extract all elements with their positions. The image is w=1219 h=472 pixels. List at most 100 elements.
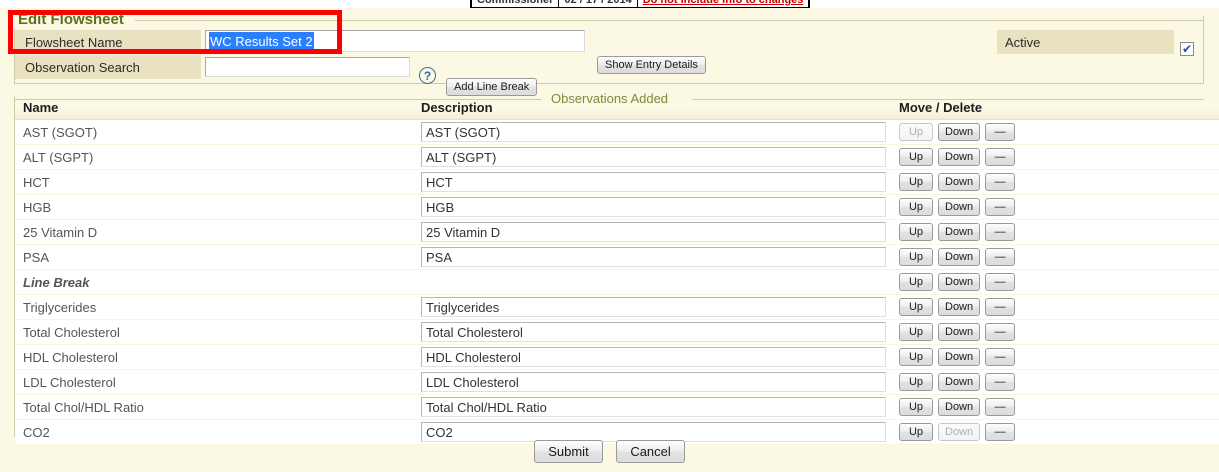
observation-description-input[interactable] bbox=[421, 372, 886, 392]
delete-row-button[interactable]: — bbox=[985, 323, 1016, 341]
delete-row-button[interactable]: — bbox=[985, 123, 1016, 141]
delete-row-button[interactable]: — bbox=[985, 198, 1016, 216]
delete-row-button[interactable]: — bbox=[985, 148, 1016, 166]
observation-description-cell bbox=[415, 119, 891, 145]
move-delete-controls: Up Down — bbox=[899, 223, 1219, 241]
column-header-name: Name bbox=[15, 96, 415, 120]
observation-search-input[interactable] bbox=[205, 57, 410, 77]
cutoff-header-item-0: Commissioner bbox=[472, 0, 560, 7]
table-row: AST (SGOT) Up Down— bbox=[15, 119, 1219, 145]
move-down-button[interactable]: Down bbox=[938, 398, 981, 416]
table-row: Total Chol/HDL Ratio Up Down— bbox=[15, 394, 1219, 420]
move-down-button[interactable]: Down bbox=[938, 248, 981, 266]
move-up-button[interactable]: Up bbox=[899, 198, 933, 216]
observation-name: Total Chol/HDL Ratio bbox=[15, 394, 415, 420]
delete-row-button[interactable]: — bbox=[985, 173, 1016, 191]
flowsheet-name-value: WC Results Set 2 bbox=[209, 32, 314, 52]
move-down-button[interactable]: Down bbox=[938, 123, 981, 141]
delete-row-button[interactable]: — bbox=[985, 223, 1016, 241]
active-checkbox[interactable]: ✔ bbox=[1180, 42, 1194, 56]
observation-name: CO2 bbox=[15, 419, 415, 445]
observation-description-input[interactable] bbox=[421, 147, 886, 167]
delete-row-button[interactable]: — bbox=[985, 248, 1016, 266]
table-row: ALT (SGPT) Up Down— bbox=[15, 144, 1219, 170]
move-up-button[interactable]: Up bbox=[899, 223, 933, 241]
move-up-button[interactable]: Up bbox=[899, 323, 933, 341]
observations-added-fieldset: Name Description Move / Delete AST (SGOT… bbox=[14, 96, 1219, 445]
delete-row-button[interactable]: — bbox=[985, 373, 1016, 391]
add-line-break-button[interactable]: Add Line Break bbox=[446, 78, 538, 96]
move-up-button[interactable]: Up bbox=[899, 423, 933, 441]
observation-description-cell bbox=[415, 194, 891, 220]
delete-row-button[interactable]: — bbox=[985, 398, 1016, 416]
cutoff-header-item-2: Do not include info to changes bbox=[642, 0, 804, 6]
move-delete-cell: Up Down — bbox=[891, 244, 1219, 270]
observation-description-cell bbox=[415, 394, 891, 420]
move-down-button[interactable]: Down bbox=[938, 173, 981, 191]
move-down-button[interactable]: Down bbox=[938, 198, 981, 216]
observation-description-input[interactable] bbox=[421, 347, 886, 367]
observation-description-input[interactable] bbox=[421, 122, 886, 142]
move-delete-controls: Up Down — bbox=[899, 273, 1219, 291]
move-delete-cell: Up Down — bbox=[891, 294, 1219, 320]
observation-name: ALT (SGPT) bbox=[15, 144, 415, 170]
move-up-button[interactable]: Up bbox=[899, 273, 933, 291]
observation-description-input[interactable] bbox=[421, 397, 886, 417]
delete-row-button[interactable]: — bbox=[985, 423, 1016, 441]
move-delete-cell: Up Down — bbox=[891, 169, 1219, 195]
move-down-button[interactable]: Down bbox=[938, 373, 981, 391]
move-delete-cell: Up Down — bbox=[891, 369, 1219, 395]
observation-description-input[interactable] bbox=[421, 297, 886, 317]
observation-name: AST (SGOT) bbox=[15, 119, 415, 145]
observation-name: HGB bbox=[15, 194, 415, 220]
move-down-button[interactable]: Down bbox=[938, 273, 981, 291]
move-down-button[interactable]: Down bbox=[938, 223, 981, 241]
move-delete-cell: Up Down — bbox=[891, 394, 1219, 420]
move-up-button[interactable]: Up bbox=[899, 398, 933, 416]
move-down-button: Down bbox=[938, 423, 981, 441]
fieldset-border-right bbox=[135, 20, 1204, 21]
move-delete-controls: Up Down — bbox=[899, 298, 1219, 316]
move-up-button[interactable]: Up bbox=[899, 248, 933, 266]
delete-row-button[interactable]: — bbox=[985, 298, 1016, 316]
observation-description-input[interactable] bbox=[421, 172, 886, 192]
observation-name: Line Break bbox=[15, 269, 415, 295]
table-row: 25 Vitamin D Up Down— bbox=[15, 219, 1219, 245]
delete-row-button[interactable]: — bbox=[985, 348, 1016, 366]
observations-border-left bbox=[14, 99, 541, 100]
move-down-button[interactable]: Down bbox=[938, 348, 981, 366]
column-header-move-delete: Move / Delete bbox=[891, 96, 1219, 120]
observation-description-input[interactable] bbox=[421, 222, 886, 242]
observation-description-cell bbox=[415, 344, 891, 370]
move-down-button[interactable]: Down bbox=[938, 298, 981, 316]
observation-description-input[interactable] bbox=[421, 247, 886, 267]
move-up-button[interactable]: Up bbox=[899, 348, 933, 366]
move-down-button[interactable]: Down bbox=[938, 148, 981, 166]
submit-button[interactable]: Submit bbox=[534, 440, 603, 463]
active-label: Active bbox=[997, 30, 1174, 54]
move-up-button[interactable]: Up bbox=[899, 298, 933, 316]
help-question-icon[interactable]: ? bbox=[419, 67, 436, 84]
move-up-button[interactable]: Up bbox=[899, 148, 933, 166]
move-delete-controls: Up Down — bbox=[899, 248, 1219, 266]
cutoff-header-item-1: 02 / 17 / 2014 bbox=[559, 0, 638, 7]
show-entry-details-button[interactable]: Show Entry Details bbox=[597, 56, 706, 74]
delete-row-button[interactable]: — bbox=[985, 273, 1016, 291]
move-down-button[interactable]: Down bbox=[938, 323, 981, 341]
table-header-row: Name Description Move / Delete bbox=[15, 96, 1219, 120]
observation-description-input[interactable] bbox=[421, 422, 886, 442]
observation-name: LDL Cholesterol bbox=[15, 369, 415, 395]
observation-description-cell bbox=[415, 369, 891, 395]
move-up-button[interactable]: Up bbox=[899, 173, 933, 191]
observation-description-input[interactable] bbox=[421, 197, 886, 217]
move-delete-controls: Up Down — bbox=[899, 348, 1219, 366]
cutoff-header-strip: Commissioner 02 / 17 / 2014 Do not inclu… bbox=[0, 0, 1219, 8]
observation-description-cell bbox=[415, 144, 891, 170]
form-footer: Submit Cancel bbox=[0, 440, 1219, 463]
cancel-button[interactable]: Cancel bbox=[616, 440, 685, 463]
flowsheet-name-input[interactable]: WC Results Set 2 bbox=[205, 30, 585, 52]
table-row: HCT Up Down— bbox=[15, 169, 1219, 195]
observation-description-input[interactable] bbox=[421, 322, 886, 342]
move-delete-controls: Up Down — bbox=[899, 423, 1219, 441]
move-up-button[interactable]: Up bbox=[899, 373, 933, 391]
